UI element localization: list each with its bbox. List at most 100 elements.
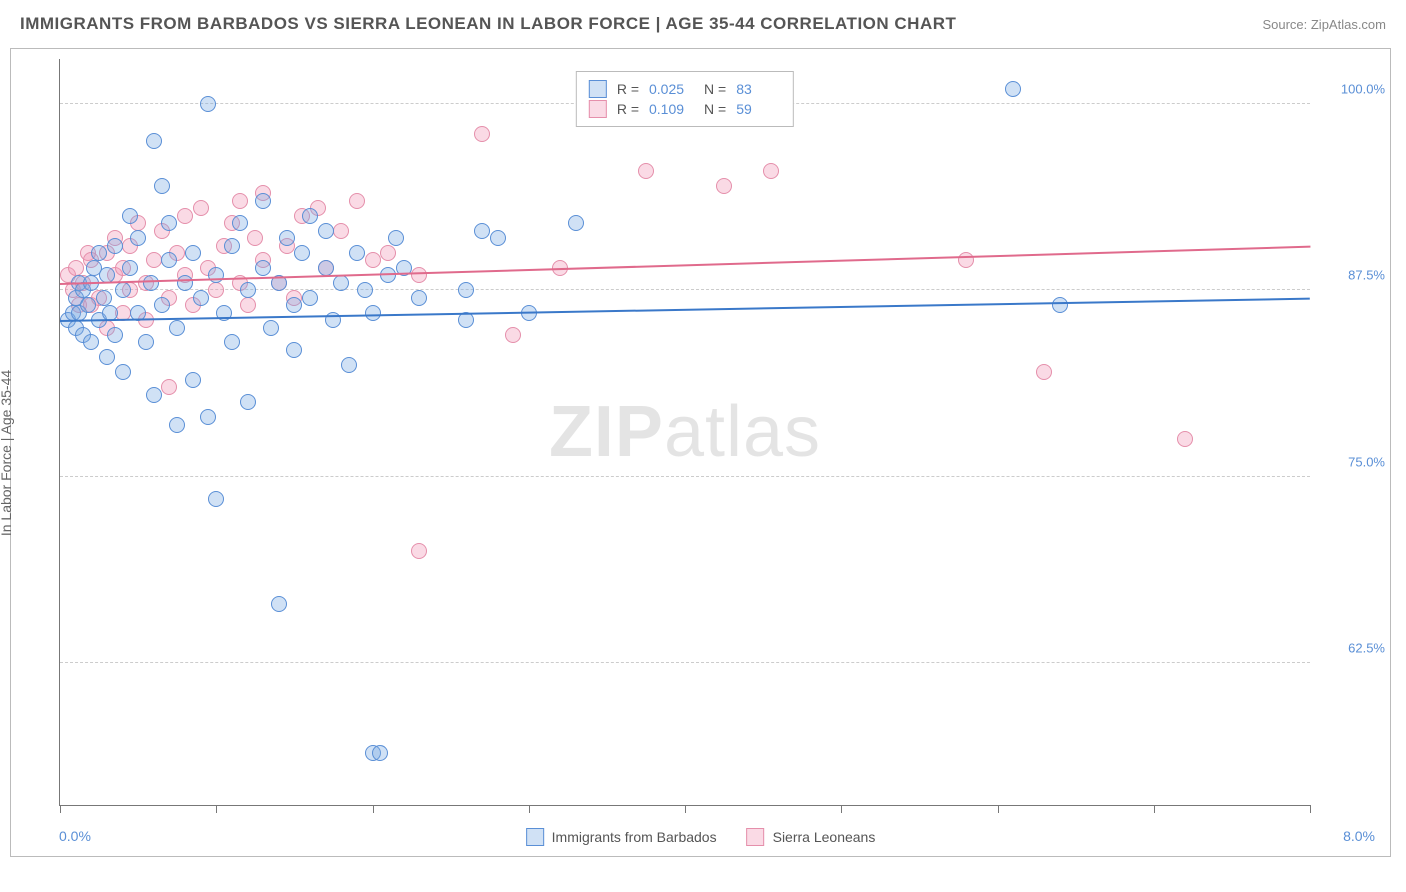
swatch-bottom-1 xyxy=(526,828,544,846)
data-point xyxy=(318,260,334,276)
data-point xyxy=(349,193,365,209)
x-min-label: 0.0% xyxy=(59,828,91,844)
data-point xyxy=(279,230,295,246)
data-point xyxy=(80,297,96,313)
data-point xyxy=(365,252,381,268)
data-point xyxy=(138,334,154,350)
data-point xyxy=(349,245,365,261)
data-point xyxy=(411,290,427,306)
y-tick-label: 62.5% xyxy=(1315,641,1385,656)
data-point xyxy=(130,230,146,246)
data-point xyxy=(333,223,349,239)
data-point xyxy=(115,282,131,298)
data-point xyxy=(208,491,224,507)
source-label: Source: ZipAtlas.com xyxy=(1262,17,1386,32)
data-point xyxy=(341,357,357,373)
data-point xyxy=(185,245,201,261)
x-tick-mark xyxy=(1154,805,1155,813)
data-point xyxy=(91,245,107,261)
legend-label-1: Immigrants from Barbados xyxy=(552,829,717,845)
n-value-2: 59 xyxy=(736,101,781,117)
data-point xyxy=(490,230,506,246)
data-point xyxy=(169,320,185,336)
data-point xyxy=(505,327,521,343)
data-point xyxy=(193,290,209,306)
data-point xyxy=(1036,364,1052,380)
n-value-1: 83 xyxy=(736,81,781,97)
data-point xyxy=(185,372,201,388)
data-point xyxy=(161,252,177,268)
chart-container: In Labor Force | Age 35-44 ZIPatlas R = … xyxy=(10,48,1391,857)
data-point xyxy=(458,282,474,298)
data-point xyxy=(380,245,396,261)
data-point xyxy=(318,223,334,239)
data-point xyxy=(224,334,240,350)
series-legend: Immigrants from Barbados Sierra Leoneans xyxy=(526,828,876,846)
data-point xyxy=(1177,431,1193,447)
r-value-2: 0.109 xyxy=(649,101,694,117)
data-point xyxy=(294,245,310,261)
data-point xyxy=(333,275,349,291)
data-point xyxy=(232,193,248,209)
data-point xyxy=(122,208,138,224)
y-axis-label: In Labor Force | Age 35-44 xyxy=(0,369,14,535)
x-tick-mark xyxy=(1310,805,1311,813)
data-point xyxy=(247,230,263,246)
data-point xyxy=(302,290,318,306)
x-tick-mark xyxy=(373,805,374,813)
data-point xyxy=(263,320,279,336)
data-point xyxy=(638,163,654,179)
correlation-legend: R = 0.025 N = 83 R = 0.109 N = 59 xyxy=(576,71,794,127)
y-tick-label: 100.0% xyxy=(1315,81,1385,96)
data-point xyxy=(763,163,779,179)
source-link[interactable]: ZipAtlas.com xyxy=(1311,17,1386,32)
chart-title: IMMIGRANTS FROM BARBADOS VS SIERRA LEONE… xyxy=(20,14,956,34)
x-tick-mark xyxy=(841,805,842,813)
x-tick-mark xyxy=(998,805,999,813)
swatch-bottom-2 xyxy=(747,828,765,846)
gridline-h xyxy=(60,662,1310,663)
data-point xyxy=(372,745,388,761)
data-point xyxy=(302,208,318,224)
data-point xyxy=(365,305,381,321)
data-point xyxy=(208,282,224,298)
data-point xyxy=(271,596,287,612)
data-point xyxy=(99,349,115,365)
data-point xyxy=(286,342,302,358)
gridline-h xyxy=(60,476,1310,477)
data-point xyxy=(255,193,271,209)
data-point xyxy=(115,364,131,380)
data-point xyxy=(474,126,490,142)
data-point xyxy=(177,275,193,291)
data-point xyxy=(357,282,373,298)
data-point xyxy=(177,208,193,224)
data-point xyxy=(411,267,427,283)
data-point xyxy=(232,215,248,231)
data-point xyxy=(411,543,427,559)
watermark: ZIPatlas xyxy=(549,391,821,473)
data-point xyxy=(240,394,256,410)
data-point xyxy=(96,290,112,306)
data-point xyxy=(122,260,138,276)
data-point xyxy=(161,215,177,231)
legend-row-2: R = 0.109 N = 59 xyxy=(589,100,781,118)
data-point xyxy=(286,297,302,313)
data-point xyxy=(240,297,256,313)
legend-label-2: Sierra Leoneans xyxy=(773,829,876,845)
plot-area: ZIPatlas R = 0.025 N = 83 R = 0.109 N = … xyxy=(59,59,1310,806)
chart-header: IMMIGRANTS FROM BARBADOS VS SIERRA LEONE… xyxy=(0,0,1406,48)
data-point xyxy=(716,178,732,194)
data-point xyxy=(154,297,170,313)
legend-item-1: Immigrants from Barbados xyxy=(526,828,717,846)
data-point xyxy=(568,215,584,231)
data-point xyxy=(474,223,490,239)
data-point xyxy=(388,230,404,246)
legend-item-2: Sierra Leoneans xyxy=(747,828,876,846)
data-point xyxy=(107,327,123,343)
data-point xyxy=(146,252,162,268)
data-point xyxy=(224,238,240,254)
data-point xyxy=(107,238,123,254)
data-point xyxy=(146,387,162,403)
data-point xyxy=(83,334,99,350)
data-point xyxy=(169,417,185,433)
